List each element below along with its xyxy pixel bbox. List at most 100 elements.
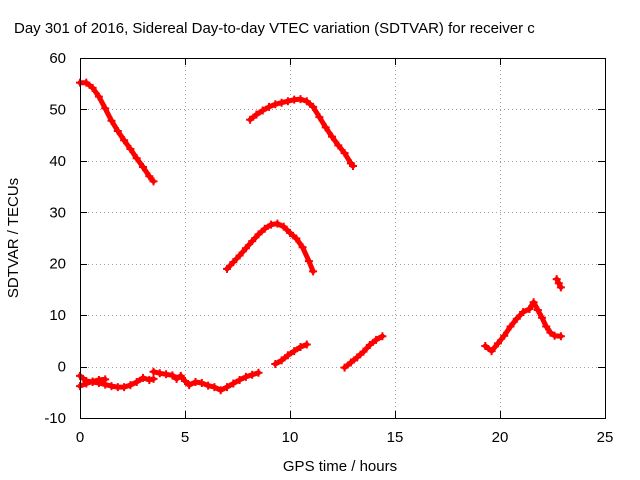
data-point — [283, 97, 292, 106]
data-point — [334, 141, 343, 150]
data-point — [204, 381, 213, 390]
data-point — [197, 379, 206, 388]
data-point — [267, 220, 276, 229]
data-point — [120, 136, 129, 145]
data-point — [223, 383, 231, 392]
data-point — [246, 115, 255, 124]
y-tick-label: 30 — [49, 204, 66, 221]
data-point — [340, 149, 349, 158]
series-5 — [76, 375, 110, 391]
data-point — [302, 340, 311, 349]
data-point — [94, 92, 103, 101]
data-point — [283, 351, 292, 360]
data-point — [309, 102, 318, 111]
data-point — [88, 83, 97, 92]
data-point — [252, 110, 261, 119]
data-point — [298, 243, 307, 252]
data-point — [296, 343, 305, 352]
data-point — [229, 258, 238, 267]
data-point — [229, 379, 238, 388]
series-trail — [247, 96, 356, 169]
data-point — [155, 369, 164, 378]
x-tick-label: 0 — [76, 429, 84, 446]
chart-title: Day 301 of 2016, Sidereal Day-to-day VTE… — [14, 20, 535, 37]
data-point — [340, 363, 349, 372]
x-axis-label: GPS time / hours — [283, 458, 397, 475]
series-8 — [340, 332, 387, 372]
data-point — [500, 331, 509, 340]
data-point — [149, 367, 158, 376]
data-point — [359, 347, 368, 356]
data-point — [185, 381, 194, 390]
data-point — [82, 379, 91, 388]
x-tick-label: 5 — [181, 429, 189, 446]
data-point — [277, 356, 286, 365]
data-point — [271, 360, 280, 368]
data-point — [82, 78, 91, 87]
plot-frame — [80, 58, 606, 419]
data-point — [481, 342, 490, 350]
data-point — [254, 230, 263, 239]
data-point — [172, 374, 181, 383]
data-point — [279, 222, 288, 231]
data-point — [353, 353, 362, 362]
data-point — [346, 358, 355, 367]
data-point — [292, 234, 301, 243]
data-point — [101, 104, 110, 113]
data-point — [120, 383, 129, 392]
y-tick-label: 0 — [58, 359, 66, 376]
data-point — [210, 383, 219, 392]
data-point — [149, 374, 158, 383]
data-point — [273, 219, 282, 228]
data-point — [176, 371, 185, 380]
data-point — [265, 102, 273, 111]
data-point — [321, 123, 330, 132]
grid — [80, 58, 605, 418]
y-tick-label: -10 — [44, 410, 66, 427]
axis-ticks — [80, 58, 606, 419]
data-point — [241, 372, 250, 381]
data-point — [533, 306, 542, 314]
data-point — [529, 298, 538, 307]
data-point — [328, 132, 336, 141]
data-point — [493, 339, 502, 348]
data-point — [168, 371, 177, 380]
data-point — [554, 279, 563, 288]
data-point — [126, 145, 135, 154]
data-point — [132, 154, 141, 163]
y-tick-labels: -10 0 10 20 30 40 50 60 — [44, 50, 66, 427]
data-series — [76, 78, 565, 395]
data-point — [506, 322, 515, 331]
x-tick-labels: 0 5 10 15 20 25 — [76, 429, 614, 446]
data-point — [216, 386, 225, 395]
series-10 — [552, 275, 565, 292]
data-point — [258, 106, 267, 115]
data-point — [556, 283, 565, 292]
data-point — [512, 314, 521, 323]
data-point — [235, 251, 244, 260]
series-7 — [271, 340, 311, 368]
y-tick-label: 60 — [49, 50, 66, 67]
data-point — [254, 368, 263, 377]
data-point — [552, 275, 561, 284]
data-point — [248, 237, 257, 246]
data-point — [241, 244, 250, 253]
data-point — [365, 340, 374, 349]
data-point — [315, 113, 324, 122]
data-point — [378, 332, 387, 341]
series-3 — [223, 219, 318, 276]
data-point — [519, 308, 528, 317]
data-point — [149, 177, 158, 186]
data-point — [88, 377, 97, 386]
y-axis-label: SDTVAR / TECUs — [5, 178, 22, 298]
data-point — [139, 163, 147, 172]
data-point — [101, 375, 110, 384]
series-2 — [246, 95, 357, 170]
data-point — [525, 304, 534, 313]
data-point — [546, 328, 555, 337]
data-point — [349, 162, 357, 170]
y-tick-label: 20 — [49, 256, 66, 273]
data-point — [248, 370, 257, 379]
x-tick-label: 10 — [282, 429, 299, 446]
x-tick-label: 20 — [492, 429, 509, 446]
